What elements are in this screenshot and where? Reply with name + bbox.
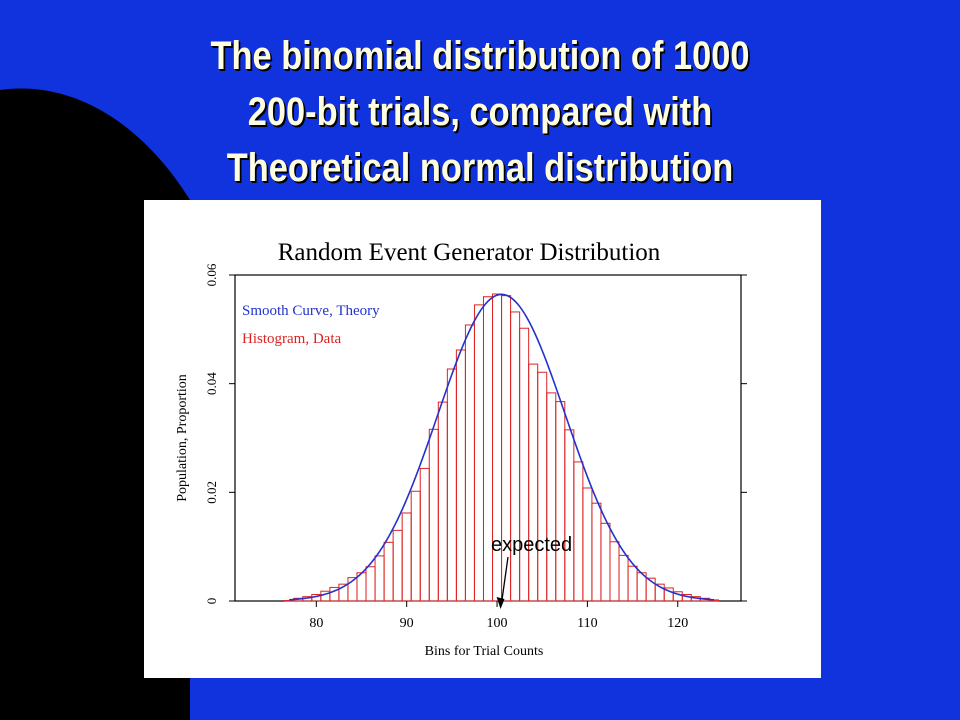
y-axis-label: Population, Proportion xyxy=(175,374,190,502)
slide-title-line-3: Theoretical normal distribution xyxy=(226,146,734,190)
histogram-bar xyxy=(401,512,412,602)
expected-annotation: expected xyxy=(491,534,573,556)
histogram-bar xyxy=(455,349,466,602)
histogram-bar xyxy=(591,502,602,602)
legend-item-data: Histogram, Data xyxy=(242,331,341,347)
histogram-bar xyxy=(284,599,295,602)
expected-pointer-arrowhead xyxy=(496,597,505,609)
chart-title: Random Event Generator Distribution xyxy=(278,239,661,266)
histogram-bar xyxy=(374,555,385,602)
histogram-bar xyxy=(392,529,403,602)
slide-title-line-2: 200-bit trials, compared with xyxy=(247,90,713,134)
histogram-bar xyxy=(618,554,629,602)
histogram-bar xyxy=(365,566,376,602)
x-axis-label: Bins for Trial Counts xyxy=(425,644,544,659)
x-tick-label: 80 xyxy=(309,616,323,631)
plot-frame xyxy=(234,274,742,602)
histogram-bar xyxy=(437,401,448,602)
histogram-bar xyxy=(428,428,439,602)
y-tick-label: 0.02 xyxy=(204,481,219,504)
histogram-bar xyxy=(600,522,611,602)
histogram-bar xyxy=(473,304,484,602)
histogram-bar xyxy=(464,324,475,602)
histogram-bars xyxy=(284,293,719,602)
slide-corner-shape xyxy=(0,88,190,720)
x-tick-label: 100 xyxy=(487,616,508,631)
y-tick-label: 0.04 xyxy=(204,372,219,395)
histogram-bar xyxy=(528,363,539,602)
y-axis-ticks: 0 0.02 0.04 0.06 xyxy=(204,263,747,604)
histogram-bar xyxy=(555,401,566,602)
histogram-bar xyxy=(383,541,394,602)
histogram-bar xyxy=(419,467,430,602)
theory-curve xyxy=(289,293,714,601)
histogram-bar xyxy=(708,599,719,602)
histogram-bar xyxy=(510,311,521,602)
y-tick-label: 0 xyxy=(204,598,219,605)
histogram-bar xyxy=(446,368,457,602)
histogram-bar xyxy=(582,487,593,602)
histogram-bar xyxy=(410,490,421,602)
expected-pointer-line xyxy=(500,556,509,604)
histogram-bar xyxy=(564,429,575,602)
chart-figure: Random Event Generator Distribution 80 90… xyxy=(144,200,821,678)
y-tick-label: 0.06 xyxy=(204,263,219,286)
slide-title-line-1: The binomial distribution of 1000 xyxy=(210,34,750,78)
x-tick-label: 90 xyxy=(400,616,414,631)
histogram-bar xyxy=(627,565,638,602)
histogram-bar xyxy=(609,541,620,602)
histogram-bar xyxy=(546,392,557,602)
distribution-chart: Random Event Generator Distribution 80 90… xyxy=(175,239,747,659)
histogram-bar xyxy=(519,327,530,602)
x-tick-label: 110 xyxy=(577,616,597,631)
x-tick-label: 120 xyxy=(667,616,688,631)
slide-title: The binomial distribution of 1000 200-bi… xyxy=(60,28,900,196)
legend-item-theory: Smooth Curve, Theory xyxy=(242,303,380,319)
histogram-bar xyxy=(537,371,548,602)
histogram-bar xyxy=(573,461,584,602)
x-axis-ticks: 80 90 100 110 120 xyxy=(309,601,688,631)
